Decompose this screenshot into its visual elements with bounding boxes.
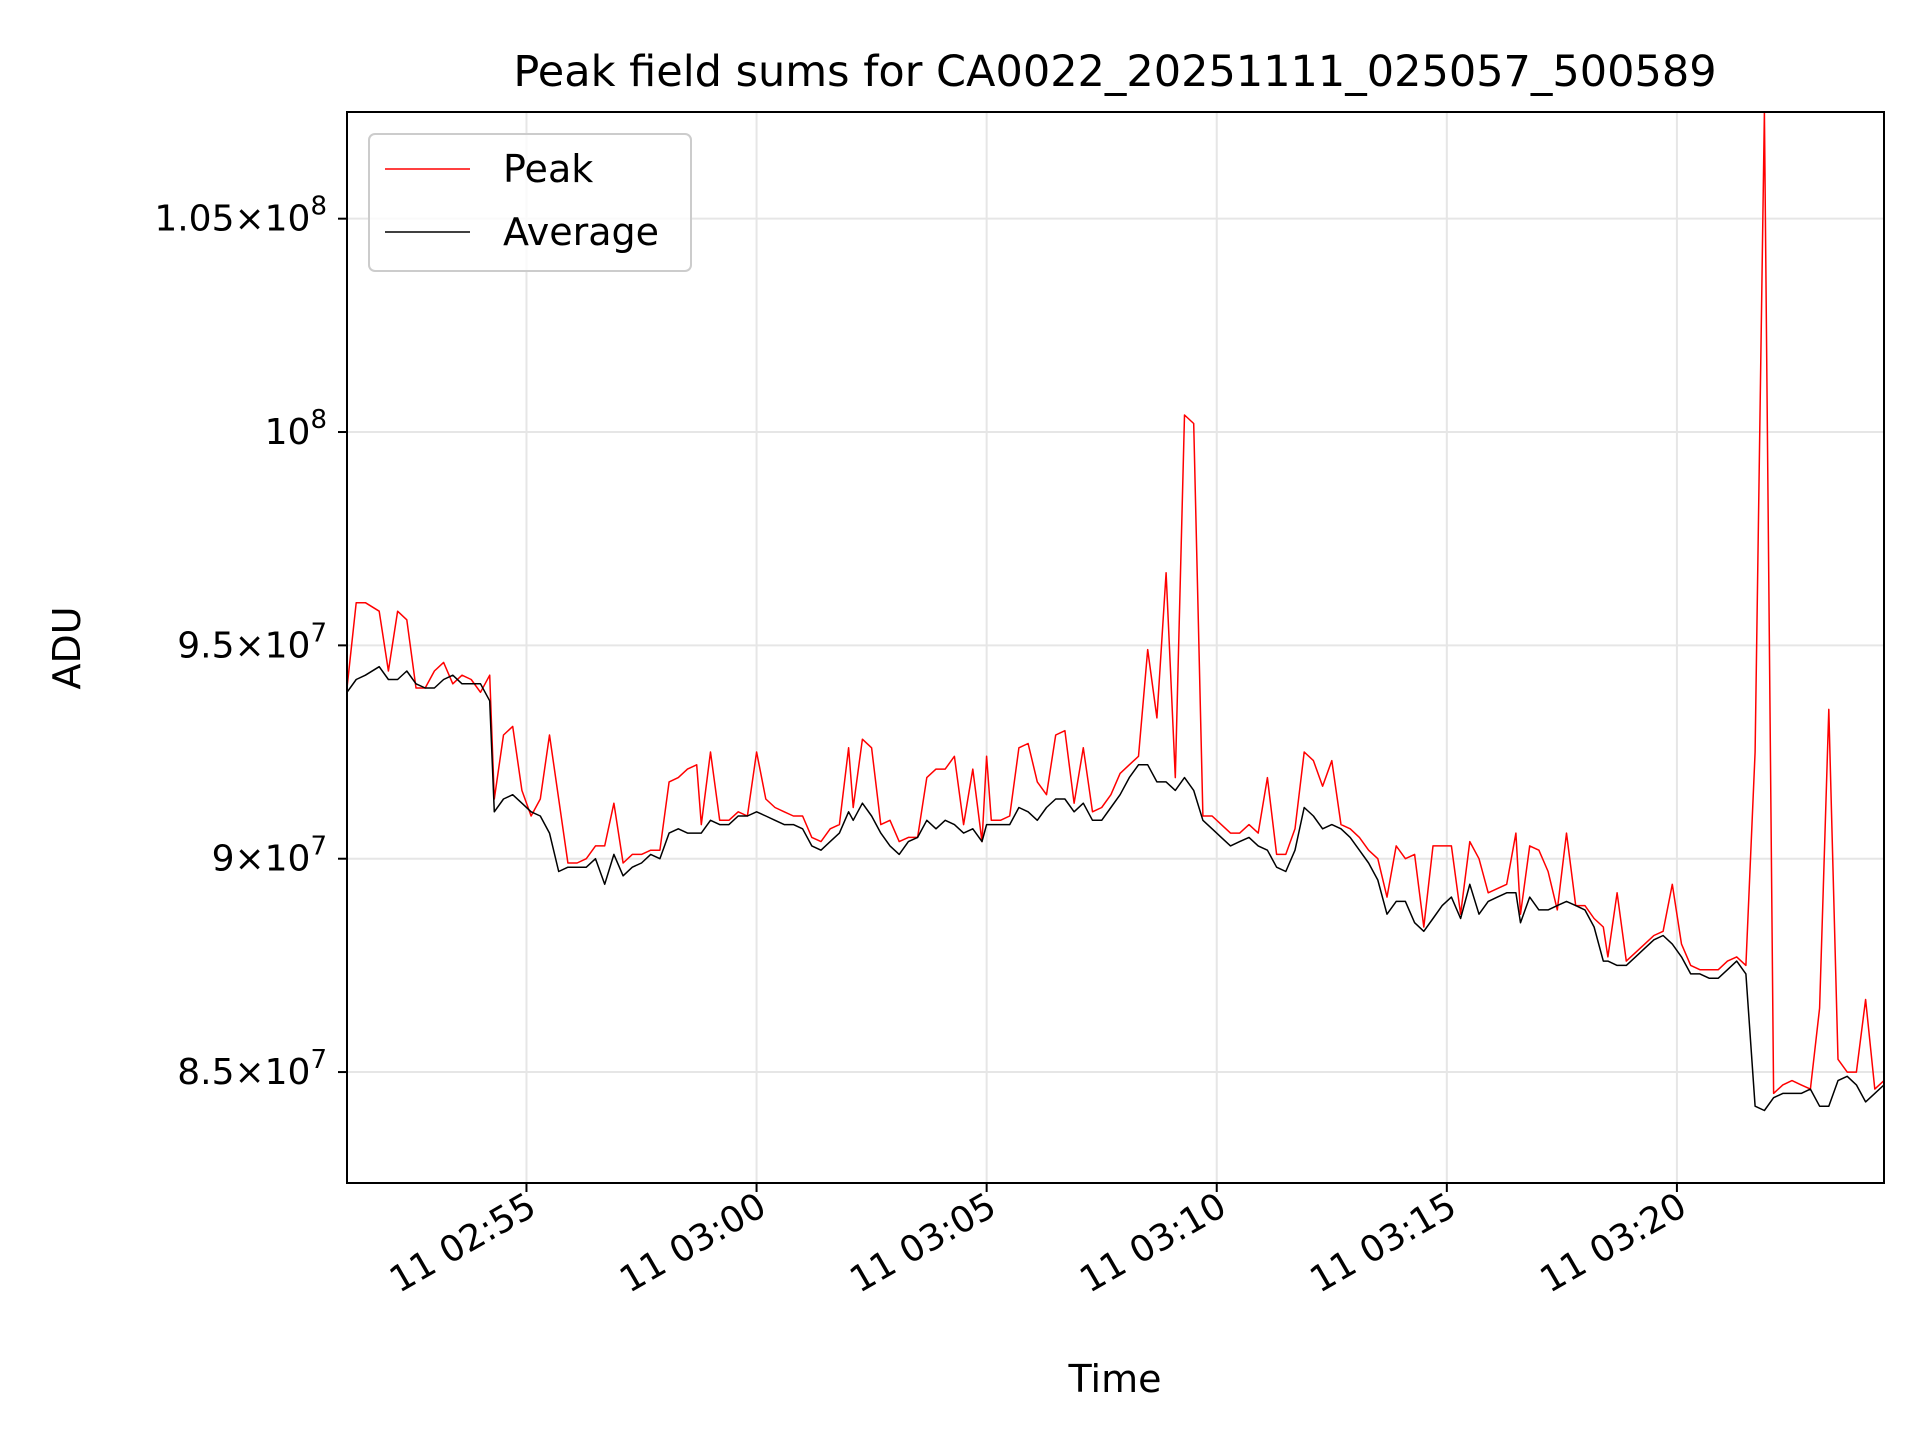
y-tick-label: 9×107 xyxy=(212,832,327,880)
y-axis-label: ADU xyxy=(45,606,89,689)
series-line-peak xyxy=(347,112,1884,1095)
grid xyxy=(347,112,1884,1183)
legend-label-peak: Peak xyxy=(503,147,593,191)
y-tick-label: 9.5×107 xyxy=(177,618,327,666)
legend-label-average: Average xyxy=(503,210,659,254)
series-layer xyxy=(347,112,1884,1112)
y-tick-label: 1.05×108 xyxy=(154,192,327,240)
x-axis-label: Time xyxy=(1068,1357,1162,1401)
series-line-average xyxy=(347,665,1884,1112)
plot-frame xyxy=(346,111,1885,1184)
chart-title: Peak field sums for CA0022_20251111_0250… xyxy=(513,47,1716,97)
y-axis-ticks: 8.5×107 9×107 9.5×107 108 1.05×108 xyxy=(154,192,347,1093)
y-tick-label: 8.5×107 xyxy=(177,1045,327,1093)
legend: Peak Average xyxy=(368,133,692,272)
y-tick-label: 108 xyxy=(265,405,327,453)
